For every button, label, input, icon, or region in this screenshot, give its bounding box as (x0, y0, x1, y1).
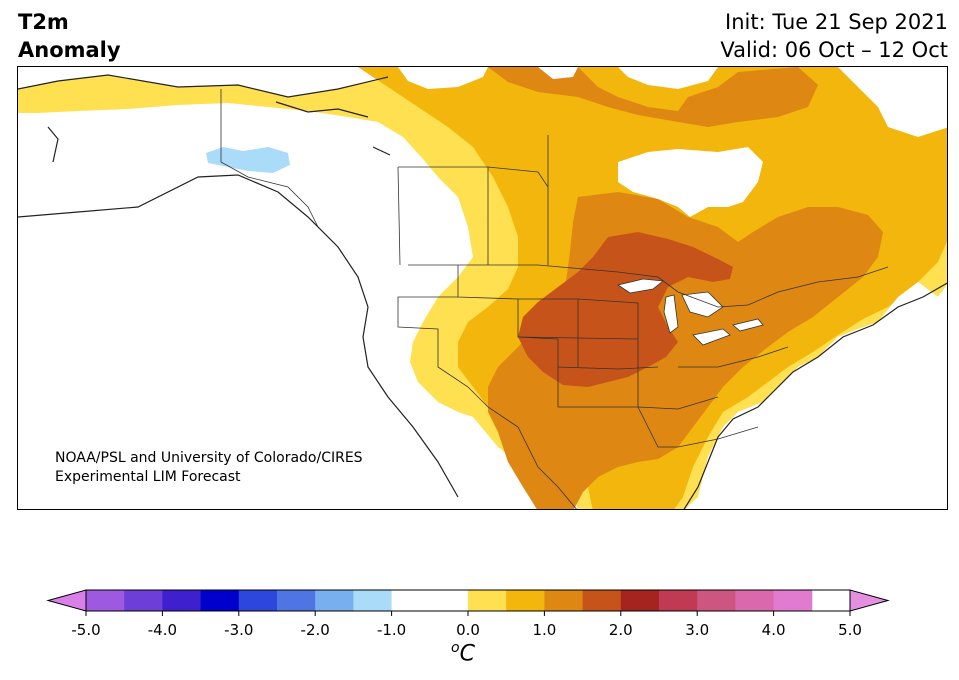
colorbar-bin-m45_m4 (124, 590, 163, 611)
colorbar-tick-label: -1.0 (377, 621, 406, 639)
colorbar-bin-m35_m3 (200, 590, 240, 611)
great-lakes (617, 278, 764, 346)
valid-range: Valid: 06 Oct – 12 Oct (720, 38, 948, 62)
pacific-ocean (18, 197, 463, 509)
colorbar-bin-p4_p45 (735, 590, 775, 611)
colorbar-tick-label: 1.0 (532, 621, 556, 639)
colorbar-min-extension (46, 589, 87, 612)
map-canvas (18, 67, 947, 509)
unit-letter: C (459, 641, 475, 667)
colorbar-bin-m25_m2 (277, 590, 316, 611)
colorbar-bin-p05_p1 (468, 590, 507, 611)
colorbar-bin-m3_m25 (238, 590, 278, 611)
colorbar-tick-label: 2.0 (609, 621, 633, 639)
colorbar-bin-p35_p4 (697, 590, 736, 611)
colorbar-bin-p2_p25 (582, 590, 622, 611)
degree-superscript: o (451, 640, 460, 656)
colorbar-bin-p1_p15 (506, 590, 545, 611)
colorbar-bin-p45_p5 (773, 590, 813, 611)
hudson-bay (618, 147, 763, 217)
colorbar-tick-label: 5.0 (838, 621, 862, 639)
colorbar-bin-m4_m35 (162, 590, 202, 611)
colorbar-tick-label: -4.0 (148, 621, 177, 639)
title-line-anomaly: Anomaly (18, 38, 121, 62)
credit-line-2: Experimental LIM Forecast (55, 469, 241, 485)
forecast-dates: Init: Tue 21 Sep 2021 Valid: 06 Oct – 12… (720, 8, 948, 64)
colorbar-bin-p25_p3 (620, 590, 660, 611)
colorbar-tick-label: -2.0 (301, 621, 330, 639)
colorbar-tick-label: 4.0 (762, 621, 786, 639)
coastlines (18, 74, 947, 509)
colorbar-tick-label: -5.0 (71, 621, 100, 639)
credit-text: NOAA/PSL and University of Colorado/CIRE… (55, 449, 363, 487)
anomaly-region-dark-orange (518, 232, 733, 387)
colorbar: -5.0 -4.0 -3.0 -2.0 -1.0 0.0 1.0 2.0 3.0 4.0 5.0 (46, 589, 890, 639)
colorbar-bin-p15_p2 (544, 590, 584, 611)
colorbar-max-extension (849, 589, 890, 612)
colorbar-bin-neutral (391, 590, 469, 611)
country-borders (220, 89, 889, 509)
atlantic-ocean (685, 282, 947, 509)
colorbar-bin-m15_m1 (353, 590, 393, 611)
init-date: Init: Tue 21 Sep 2021 (725, 10, 948, 34)
colorbar-bin-m5_m45 (86, 590, 125, 611)
map-title: T2m Anomaly (18, 8, 121, 64)
anomaly-region-orange-north (488, 67, 818, 127)
anomaly-map (17, 66, 948, 510)
colorbar-tick-label: 3.0 (685, 621, 709, 639)
colorbar-bin-p3_p35 (659, 590, 698, 611)
colorbar-tick-label: 0.0 (456, 621, 480, 639)
colorbar-tick-label: -3.0 (224, 621, 253, 639)
credit-line-1: NOAA/PSL and University of Colorado/CIRE… (55, 450, 363, 466)
arctic-waters (398, 67, 947, 137)
colorbar-unit: oC (451, 640, 475, 666)
title-line-variable: T2m (18, 10, 69, 34)
anomaly-region-light-blue (206, 147, 290, 173)
colorbar-bin-m2_m15 (315, 590, 354, 611)
